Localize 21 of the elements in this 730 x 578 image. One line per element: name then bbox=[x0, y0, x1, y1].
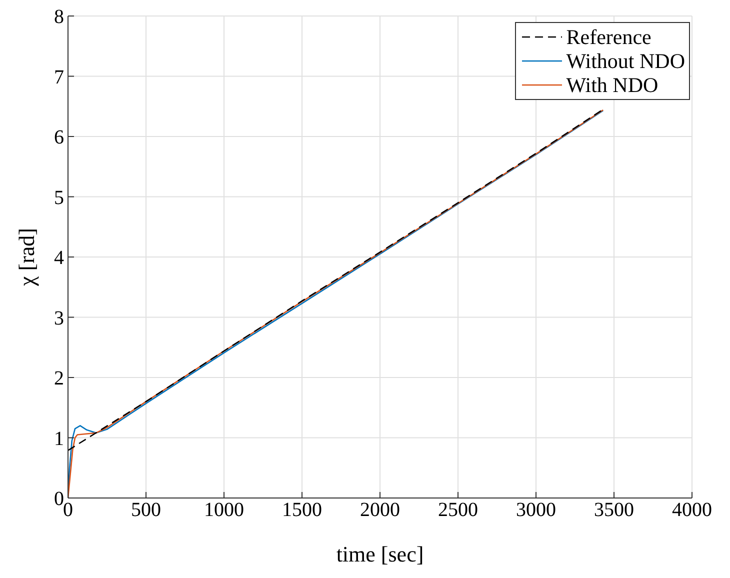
y-tick-label: 5 bbox=[54, 186, 64, 209]
y-axis-title: χ [rad] bbox=[14, 228, 39, 288]
y-tick-label: 6 bbox=[54, 126, 64, 149]
x-tick-label: 500 bbox=[131, 499, 161, 522]
x-tick-label: 4000 bbox=[672, 499, 712, 522]
x-tick-label: 2000 bbox=[360, 499, 400, 522]
y-tick-label: 8 bbox=[54, 6, 64, 28]
x-tick-label: 2500 bbox=[438, 499, 478, 522]
legend-label: With NDO bbox=[566, 72, 658, 98]
legend-label: Without NDO bbox=[566, 48, 685, 74]
y-tick-label: 2 bbox=[54, 368, 64, 390]
legend-label: Reference bbox=[566, 24, 652, 50]
y-tick-label: 7 bbox=[54, 66, 64, 88]
y-tick-label: 1 bbox=[54, 428, 64, 450]
x-tick-label: 1500 bbox=[282, 499, 322, 522]
x-tick-label: 3500 bbox=[594, 499, 634, 522]
y-tick-label: 4 bbox=[54, 247, 64, 270]
x-tick-label: 1000 bbox=[204, 499, 244, 522]
x-axis-title: time [sec] bbox=[336, 542, 424, 567]
x-tick-label: 3000 bbox=[516, 499, 556, 522]
y-tick-label: 3 bbox=[54, 307, 64, 330]
